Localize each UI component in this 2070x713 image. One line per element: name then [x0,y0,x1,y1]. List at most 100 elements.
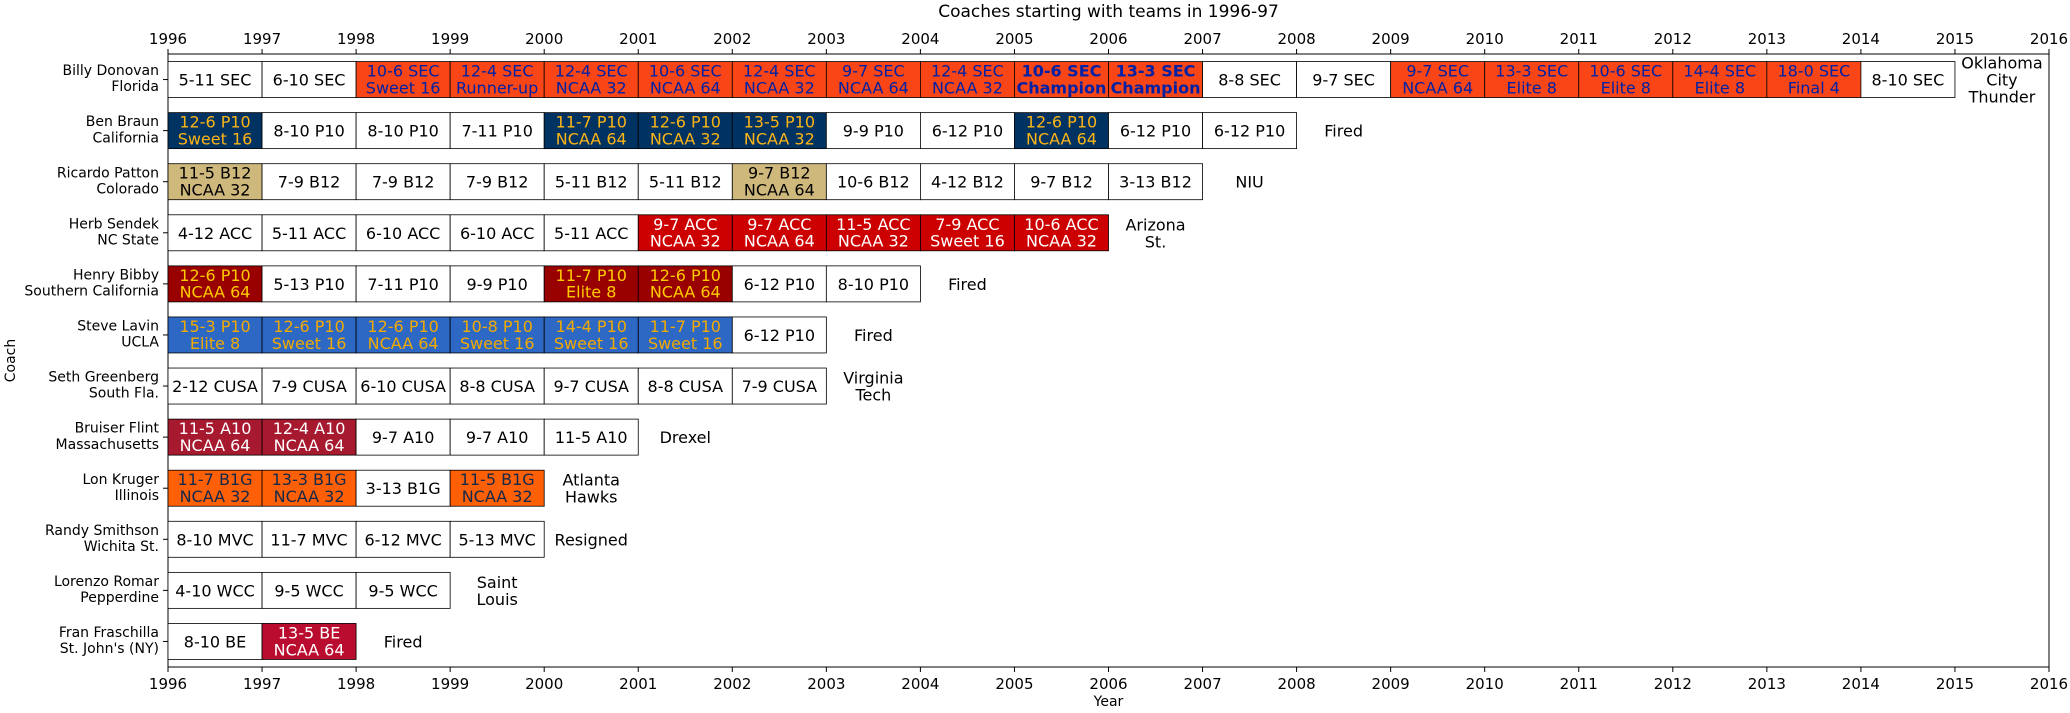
coach-team: Wichita St. [84,539,159,555]
season-cell [543,163,639,201]
season-label: 13-3 B1G NCAA 32 [272,470,347,506]
season-cell [1108,112,1203,150]
season-label: 6-12 P10 [1214,122,1285,141]
coach-label: Billy Donovan Florida [62,63,159,95]
season-cell [449,61,545,98]
season-label: 9-9 P10 [843,122,904,141]
season-result: NCAA 64 [838,78,909,97]
season-cell [167,418,263,456]
season-cell [355,316,451,354]
season-record: 12-6 P10 [650,266,721,285]
season-label: 9-9 P10 [467,275,528,294]
season-result: Sweet 16 [460,334,535,353]
season-label: 6-12 MVC [364,530,441,549]
x-axis-title: Year [1093,694,1124,710]
season-cell [543,367,639,405]
coach-name: Lon Kruger [82,472,159,488]
coach-outcome: Fired [948,275,987,294]
outcome-word: Thunder [1968,88,2036,107]
season-result: NCAA 64 [274,640,345,659]
coach-team: Florida [111,79,159,95]
season-cell [731,112,827,150]
coach-outcome: Fired [1324,122,1363,141]
season-label: 12-4 SEC NCAA 32 [931,62,1004,98]
plot-layer: 1996 1996 1997 1997 1998 1998 1999 1999 2000 2000… [24,30,2068,693]
season-cell [731,163,827,201]
season-result: NCAA 32 [650,129,721,148]
season-result: NCAA 64 [556,129,627,148]
season-label: 6-12 P10 [744,326,815,345]
x-tick-label-bottom: 2001 [619,675,657,693]
x-tick-label-bottom: 2010 [1466,675,1504,693]
coach-team: South Fla. [89,386,159,402]
season-label: 13-5 P10 NCAA 32 [744,113,815,149]
season-cell [1014,163,1109,201]
coach-team: Pepperdine [80,590,159,606]
season-cell [1578,61,1674,98]
season-label: 8-10 MVC [176,530,253,549]
season-record: 9-7 SEC [842,62,905,81]
season-cell [167,367,263,405]
season-record: 11-7 P10 [556,266,627,285]
season-record: 11-7 P10 [556,113,627,132]
season-record: 12-4 SEC [461,62,534,81]
season-cell [920,112,1015,150]
coach-name: Bruiser Flint [75,421,160,437]
season-record: 11-7 P10 [650,317,721,336]
season-label: 12-4 A10 NCAA 64 [273,419,346,455]
season-label: 3-13 B12 [1119,173,1192,192]
season-record: 10-6 SEC [649,62,722,81]
season-record: 10-6 SEC [367,62,440,81]
season-cell [355,112,451,150]
season-cell [449,214,545,252]
season-label: 14-4 SEC Elite 8 [1683,62,1756,98]
season-label: 8-8 SEC [1218,71,1281,90]
season-cell [637,163,733,201]
season-label: 11-5 ACC NCAA 32 [836,215,910,251]
coach-label: Steve Lavin UCLA [77,319,159,351]
season-cell [825,61,921,98]
coach-outcome: Oklahoma City Thunder [1961,54,2042,107]
season-result: Champion [1017,78,1107,97]
season-cell [167,163,263,201]
coach-team: St. John's (NY) [60,641,159,657]
season-label: 8-10 SEC [1872,71,1945,90]
season-cell [543,214,639,252]
season-label: 12-6 P10 NCAA 64 [650,266,721,302]
coach-label: Ben Braun California [86,114,159,146]
season-cell [261,520,357,558]
season-record: 9-7 ACC [747,215,811,234]
season-label: 9-7 B12 NCAA 64 [744,164,815,200]
season-label: 12-4 SEC NCAA 32 [743,62,816,98]
coach-outcome: Fired [854,326,893,345]
coach-name: Billy Donovan [62,63,159,79]
y-axis-title: Coach [3,339,19,383]
season-cell [731,265,827,303]
season-label: 13-3 SEC Champion [1111,62,1201,98]
season-label: 5-11 B12 [649,173,722,192]
season-cell [449,469,545,507]
season-cell [637,214,733,252]
season-result: NCAA 64 [368,334,439,353]
season-label: 9-7 ACC NCAA 32 [650,215,721,251]
season-label: 7-9 B12 [278,173,341,192]
season-cell [1108,163,1203,201]
season-result: Elite 8 [190,334,240,353]
season-label: 6-10 SEC [273,71,346,90]
season-label: 9-5 WCC [368,581,437,600]
season-label: 13-3 SEC Elite 8 [1495,62,1568,98]
season-label: 3-13 B1G [366,479,441,498]
outcome-word: Virginia [843,369,903,388]
coach-name: Lorenzo Romar [54,574,159,590]
x-tick-label-bottom: 2004 [901,675,939,693]
season-cell [261,623,357,660]
x-tick-label-top: 2001 [619,30,657,48]
x-tick-label-top: 2004 [901,30,939,48]
season-record: 12-4 SEC [931,62,1004,81]
outcome-word: Atlanta [563,471,620,490]
season-cell [355,61,451,98]
season-record: 12-6 P10 [179,113,250,132]
season-cell [167,623,263,660]
season-record: 9-7 ACC [653,215,717,234]
x-tick-label-top: 2016 [2030,30,2068,48]
